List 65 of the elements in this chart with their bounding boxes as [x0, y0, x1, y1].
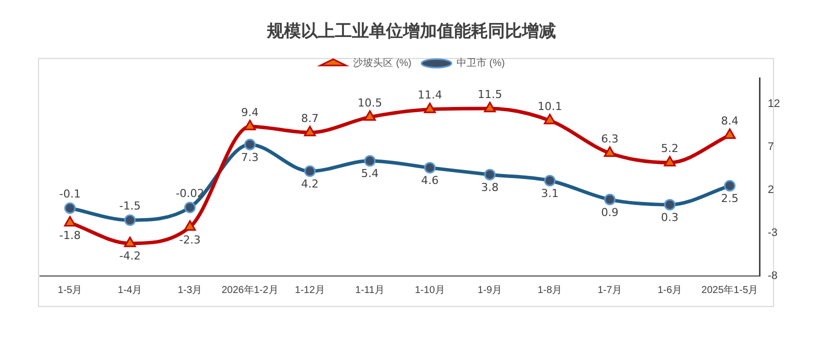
point — [424, 162, 436, 174]
data-label: -0.02 — [176, 186, 204, 200]
point — [304, 165, 316, 177]
x-tick-label: 1-3月 — [178, 284, 202, 296]
data-label: -1.5 — [119, 200, 141, 213]
point — [124, 214, 136, 226]
legend-label: 中卫市 (%) — [456, 57, 505, 70]
x-tick-label: 1-10月 — [414, 284, 445, 296]
data-label: 5.2 — [661, 142, 679, 155]
data-label: 4.6 — [421, 174, 439, 188]
y-tick-label: -8 — [768, 270, 778, 282]
x-tick-label: 1-7月 — [598, 284, 622, 296]
x-tick-label: 1-8月 — [538, 284, 562, 296]
x-tick-label: 1-4月 — [118, 284, 142, 296]
point — [484, 168, 496, 180]
x-tick-label: 1-9月 — [478, 284, 502, 296]
data-label: 10.1 — [538, 100, 562, 113]
point — [424, 102, 436, 114]
point — [64, 202, 76, 214]
point — [364, 155, 376, 167]
point — [244, 138, 256, 150]
data-label: 8.4 — [721, 114, 739, 128]
point — [724, 180, 736, 192]
data-label: -4.2 — [119, 250, 141, 263]
x-tick-label: 1-11月 — [355, 284, 385, 296]
data-label: 6.3 — [601, 132, 619, 146]
point — [604, 194, 616, 206]
point — [244, 120, 256, 130]
point — [604, 146, 616, 157]
point — [544, 114, 556, 124]
data-label: 9.4 — [241, 106, 259, 119]
point — [664, 198, 676, 210]
data-label: 4.2 — [301, 178, 319, 191]
point — [304, 126, 316, 136]
x-tick-label: 1-6月 — [658, 284, 682, 296]
data-label: -0.1 — [59, 187, 81, 200]
data-label: 11.4 — [418, 88, 442, 102]
data-label: 8.7 — [301, 112, 319, 125]
data-label: -1.8 — [59, 229, 81, 242]
point — [724, 128, 736, 139]
data-label: 3.1 — [541, 186, 559, 200]
data-label: 11.5 — [478, 88, 502, 101]
data-label: 5.4 — [361, 167, 379, 180]
x-tick-label: 2026年1-2月 — [222, 284, 278, 296]
y-tick-label: 2 — [768, 184, 774, 196]
y-tick-label: 7 — [768, 141, 774, 154]
legend-label: 沙坡头区 (%) — [353, 57, 412, 70]
data-label: 0.3 — [661, 211, 679, 224]
point — [484, 102, 496, 112]
y-tick-label: 12 — [768, 98, 780, 110]
data-label: 3.8 — [481, 180, 499, 194]
point — [184, 202, 196, 214]
point — [544, 174, 556, 186]
y-tick-label: -3 — [768, 227, 778, 240]
point — [364, 110, 376, 121]
point — [664, 156, 676, 166]
x-tick-label: 1-5月 — [58, 284, 82, 296]
x-tick-label: 1-12月 — [294, 284, 325, 296]
data-label: 10.5 — [358, 96, 382, 110]
data-label: 7.3 — [241, 150, 259, 164]
data-label: 2.5 — [721, 192, 739, 206]
data-label: 0.9 — [601, 206, 619, 219]
x-tick-label: 2025年1-5月 — [701, 284, 758, 296]
chart-title: 规模以上工业单位增加值能耗同比增减 — [266, 22, 556, 42]
data-label: -2.3 — [179, 233, 201, 246]
